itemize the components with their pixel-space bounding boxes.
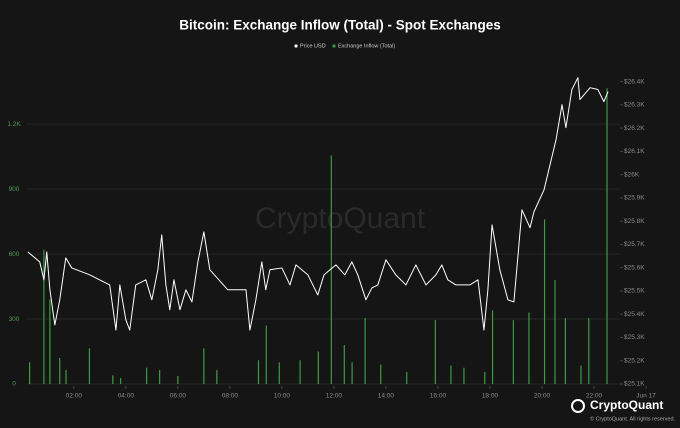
x-tick-label: 18:00 [482, 393, 499, 400]
bar [257, 360, 260, 384]
bar [588, 317, 590, 384]
bar [216, 369, 218, 384]
bar [29, 362, 31, 384]
chart-title: Bitcoin: Exchange Inflow (Total) - Spot … [179, 18, 501, 33]
y-tick-label: 300 [9, 316, 20, 323]
bar [606, 88, 608, 385]
y2-tick-label: $25.9K [624, 195, 645, 202]
x-tick-label: 06:00 [170, 393, 187, 400]
bar [49, 299, 51, 384]
legend: Price USD Exchange Inflow (Total) [294, 43, 395, 49]
bar [484, 372, 486, 384]
bar [59, 358, 61, 384]
bar [580, 365, 582, 384]
y2-tick-label: $25.2K [624, 357, 645, 364]
bar [299, 360, 301, 384]
legend-label: Exchange Inflow (Total) [338, 43, 395, 49]
bar [343, 345, 345, 384]
x-tick-label: 04:00 [118, 393, 135, 400]
bar [434, 320, 436, 384]
legend-swatch [332, 44, 336, 48]
x-tick-label: 22:00 [586, 393, 603, 400]
logo-icon [571, 399, 585, 413]
copyright: © CryptoQuant. All rights reserved. [590, 415, 676, 422]
bar [43, 249, 45, 384]
brand-logo: CryptoQuant © CryptoQuant. All rights re… [571, 398, 676, 422]
bar [554, 280, 556, 384]
y2-tick-label: $25.7K [624, 241, 645, 248]
y2-tick-label: $26.4K [624, 78, 645, 85]
y2-tick-label: $25.1K [624, 381, 645, 388]
bar [330, 155, 332, 384]
bar [491, 310, 494, 384]
y2-tick-label: $26.3K [624, 102, 645, 109]
y2-tick-label: $26K [624, 171, 640, 178]
y2-tick-label: $25.8K [624, 218, 645, 225]
bar [528, 312, 530, 384]
bar [463, 367, 465, 384]
bar [380, 364, 382, 384]
y-tick-label: 900 [9, 186, 20, 193]
legend-swatch [294, 44, 298, 48]
bar [146, 367, 148, 384]
x-tick-label: 14:00 [378, 393, 395, 400]
x-tick-label: 08:00 [222, 393, 239, 400]
y2-tick-label: $25.4K [624, 311, 645, 318]
bar [112, 375, 114, 384]
bar [159, 369, 161, 384]
y2-tick-label: $25.3K [624, 334, 645, 341]
x-tick-label: 20:00 [534, 393, 551, 400]
bar-series [29, 88, 608, 385]
watermark: CryptoQuant [255, 202, 426, 235]
y2-tick-label: $25.6K [624, 264, 645, 271]
bar [543, 219, 546, 384]
bar [512, 320, 514, 384]
x-tick-label: 02:00 [66, 393, 83, 400]
bar [351, 362, 353, 384]
y2-tick-label: $26.2K [624, 125, 645, 132]
bar [450, 365, 452, 384]
bar [364, 317, 366, 384]
y-tick-label: 1.2K [7, 121, 21, 128]
bar [406, 372, 408, 384]
legend-label: Price USD [300, 43, 326, 49]
y2-tick-label: $25.5K [624, 288, 645, 295]
bar [278, 362, 280, 384]
bar [120, 377, 122, 384]
x-tick-label: 12:00 [326, 393, 343, 400]
price-line [27, 77, 609, 331]
bar [265, 325, 267, 384]
bar [564, 317, 566, 384]
bar [317, 351, 319, 384]
y-tick-label: 600 [9, 251, 20, 258]
bar [65, 369, 67, 384]
x-tick-label: 10:00 [274, 393, 291, 400]
x-tick-label: Jun 17 [636, 393, 656, 400]
bar [88, 348, 91, 384]
y2-tick-label: $26.1K [624, 148, 645, 155]
bar [203, 348, 205, 384]
brand-name: CryptoQuant [590, 398, 663, 412]
x-tick-label: 16:00 [430, 393, 447, 400]
y-tick-label: 0 [12, 381, 16, 388]
bar [177, 375, 179, 384]
